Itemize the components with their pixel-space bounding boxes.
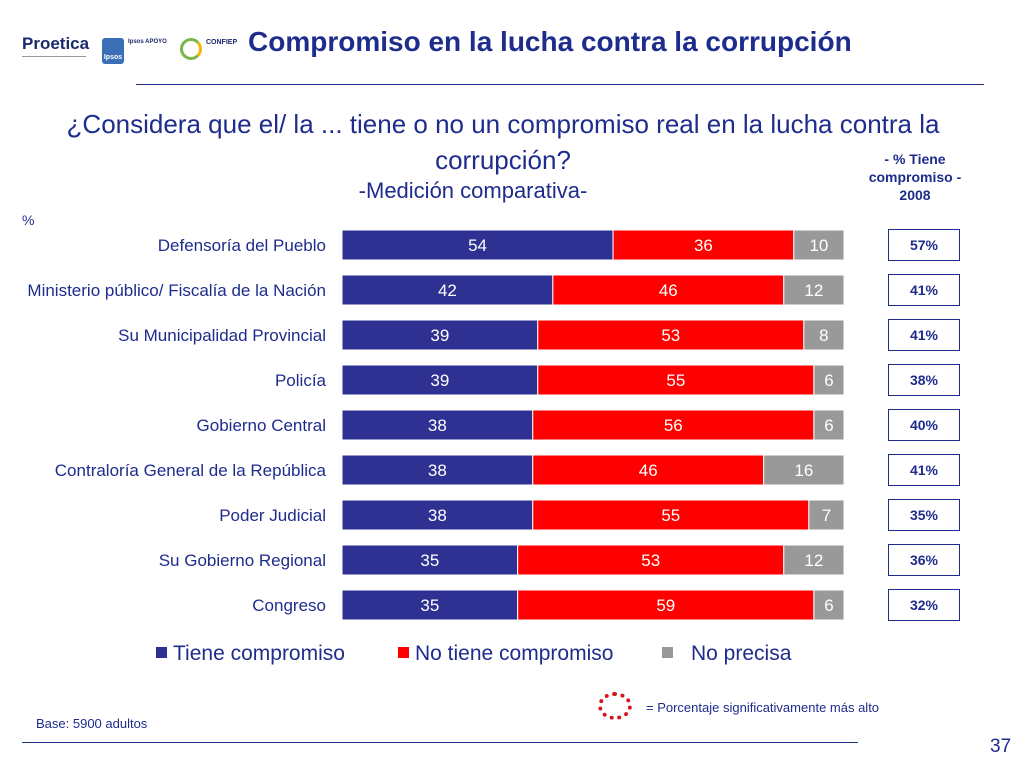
bar-value-tiene: 39 <box>430 326 449 345</box>
bar-value-tiene: 38 <box>428 416 447 435</box>
legend-swatch-tiene <box>156 647 167 658</box>
bar-value-no-precisa: 6 <box>824 416 833 435</box>
unit-label: % <box>22 212 35 228</box>
bar-no-tiene <box>537 319 805 351</box>
footer-divider <box>22 742 858 743</box>
title-divider <box>136 84 984 85</box>
comparison-2008-value: 40% <box>888 409 960 441</box>
category-label: Gobierno Central <box>197 416 326 435</box>
page-number: 37 <box>990 736 1012 757</box>
bar-no-precisa <box>803 319 845 351</box>
bar-no-precisa <box>783 544 845 576</box>
chart-legend: Tiene compromiso No tiene compromiso No … <box>156 642 816 670</box>
comparison-2008-value: 32% <box>888 589 960 621</box>
legend-swatch-no-tiene <box>398 647 409 658</box>
legend-label-tiene: Tiene compromiso <box>173 642 345 665</box>
category-label: Congreso <box>252 596 326 615</box>
bar-value-no-precisa: 8 <box>819 326 828 345</box>
comparison-2008-value: 38% <box>888 364 960 396</box>
bar-no-precisa <box>793 229 845 261</box>
bar-no-tiene <box>537 364 815 396</box>
comparison-2008-value: 35% <box>888 499 960 531</box>
ipsos-logo: Ipsos <box>102 38 124 64</box>
bar-value-tiene: 38 <box>428 506 447 525</box>
bar-tiene <box>341 364 539 396</box>
bar-no-precisa <box>813 364 845 396</box>
bar-value-no-tiene: 46 <box>659 281 678 300</box>
bar-value-no-precisa: 12 <box>804 551 823 570</box>
bar-value-tiene: 54 <box>468 236 487 255</box>
bar-value-no-tiene: 55 <box>666 371 685 390</box>
confiep-logo-mark <box>180 38 202 60</box>
bar-no-tiene <box>552 274 785 306</box>
bar-value-no-precisa: 10 <box>809 236 828 255</box>
bar-no-precisa <box>783 274 845 306</box>
bar-tiene <box>341 409 534 441</box>
category-label: Ministerio público/ Fiscalía de la Nació… <box>27 281 326 300</box>
legend-label-no-tiene: No tiene compromiso <box>415 642 614 665</box>
bar-no-precisa <box>813 589 845 621</box>
bar-value-no-tiene: 46 <box>639 461 658 480</box>
bar-value-no-precisa: 12 <box>804 281 823 300</box>
survey-question: ¿Considera que el/ la ... tiene o no un … <box>66 109 940 175</box>
bar-no-precisa <box>813 409 845 441</box>
comparison-2008-value: 41% <box>888 274 960 306</box>
category-label: Contraloría General de la República <box>55 461 327 480</box>
legend-item-tiene: Tiene compromiso <box>156 642 345 666</box>
comparison-2008-value: 41% <box>888 319 960 351</box>
legend-item-no-precisa: No precisa <box>662 642 791 666</box>
category-label: Policía <box>275 371 327 390</box>
confiep-logo: CONFIEP <box>206 39 238 46</box>
bar-value-no-precisa: 7 <box>822 506 831 525</box>
bar-value-no-tiene: 53 <box>661 326 680 345</box>
bar-value-no-precisa: 6 <box>824 371 833 390</box>
bar-value-tiene: 42 <box>438 281 457 300</box>
bar-no-precisa <box>808 499 845 531</box>
bar-value-tiene: 39 <box>430 371 449 390</box>
slide-title: Compromiso en la lucha contra la corrupc… <box>248 26 852 57</box>
category-label: Su Gobierno Regional <box>159 551 326 570</box>
bar-value-tiene: 35 <box>420 596 439 615</box>
comparison-2008-header: - % Tiene compromiso - 2008 <box>868 151 962 203</box>
comparison-2008-value: 57% <box>888 229 960 261</box>
bar-no-precisa <box>763 454 845 486</box>
bar-tiene <box>341 544 519 576</box>
significance-note: = Porcentaje significativamente más alto <box>598 692 938 722</box>
bar-value-tiene: 35 <box>420 551 439 570</box>
logos: Proetica Ipsos Ipsos APOYO CONFIEP <box>22 30 242 70</box>
bar-tiene <box>341 589 519 621</box>
legend-label-no-precisa: No precisa <box>691 642 792 665</box>
bar-value-tiene: 38 <box>428 461 447 480</box>
bar-value-no-precisa: 16 <box>794 461 813 480</box>
bar-value-no-tiene: 36 <box>694 236 713 255</box>
bar-value-no-tiene: 55 <box>661 506 680 525</box>
bar-tiene <box>341 499 534 531</box>
dotted-circle-icon <box>598 692 632 720</box>
proetica-logo-tagline <box>22 56 86 63</box>
comparison-2008-value: 36% <box>888 544 960 576</box>
bar-value-no-tiene: 56 <box>664 416 683 435</box>
significance-text: = Porcentaje significativamente más alto <box>646 700 880 715</box>
comparison-2008-value: 41% <box>888 454 960 486</box>
category-label: Poder Judicial <box>219 506 326 525</box>
bar-value-no-precisa: 6 <box>824 596 833 615</box>
category-label: Su Municipalidad Provincial <box>118 326 326 345</box>
stacked-bar-chart: Defensoría del Pueblo 54 36 10 Ministerio pú… <box>27 229 845 621</box>
bar-value-no-tiene: 53 <box>641 551 660 570</box>
chart-subtitle: -Medición comparativa- <box>358 178 588 203</box>
ipsos-apoyo-logo: Ipsos APOYO <box>128 39 167 45</box>
proetica-logo: Proetica <box>22 34 90 53</box>
category-label: Defensoría del Pueblo <box>158 236 326 255</box>
legend-swatch-no-precisa <box>662 647 673 658</box>
bar-tiene <box>341 319 539 351</box>
bar-no-tiene <box>612 229 795 261</box>
bar-no-tiene <box>532 409 815 441</box>
sample-base: Base: 5900 adultos <box>36 716 148 731</box>
bar-value-no-tiene: 59 <box>656 596 675 615</box>
legend-item-no-tiene: No tiene compromiso <box>398 642 613 666</box>
